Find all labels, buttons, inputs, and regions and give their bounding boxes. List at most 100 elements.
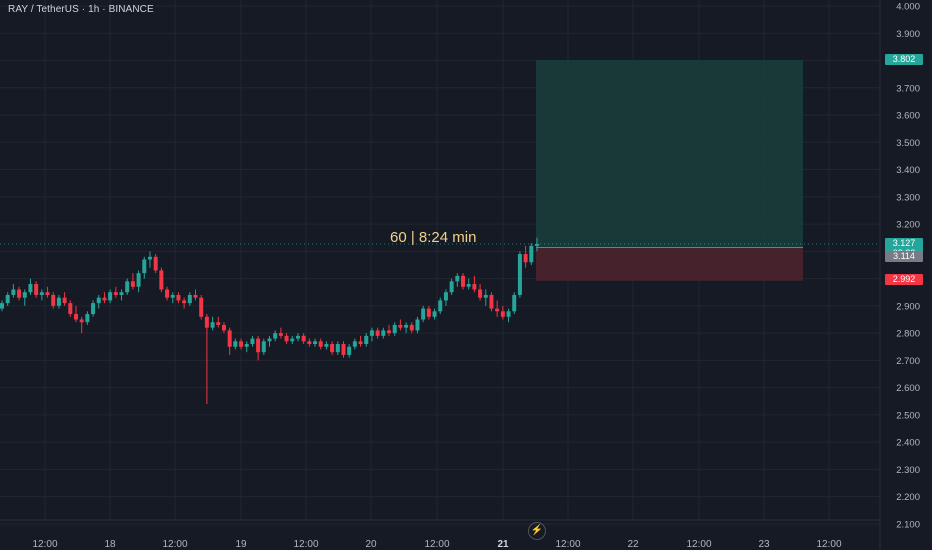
candle-body (216, 322, 221, 325)
candle-body (51, 294, 56, 306)
price-tick-label: 3.500 (896, 138, 920, 149)
price-tick-label: 2.900 (896, 301, 920, 312)
time-tick-label: 12:00 (32, 539, 57, 550)
candle-body (369, 330, 374, 336)
candle-body (187, 294, 192, 304)
candle (250, 335, 255, 347)
candle-body (22, 292, 27, 298)
candle-body (96, 297, 101, 304)
candle-body (273, 333, 278, 339)
candle-body (28, 284, 33, 293)
candle (5, 292, 10, 306)
time-tick-label: 18 (104, 539, 116, 550)
candle-body (5, 294, 10, 304)
candle (102, 292, 107, 304)
candle (204, 314, 209, 404)
candle (449, 278, 454, 295)
candle-body (68, 303, 73, 315)
candle (472, 275, 477, 293)
candle-body (438, 300, 443, 312)
candle (68, 300, 73, 317)
candle (517, 251, 522, 298)
candle (45, 286, 50, 298)
price-tick-label: 3.600 (896, 111, 920, 122)
candle (22, 289, 27, 306)
candle-body (421, 308, 426, 320)
time-axis[interactable]: 12:00 18 12:00 19 12:00 20 12:00 21 12:00 22 12:00… (0, 519, 880, 550)
candle (267, 335, 272, 347)
candle (438, 297, 443, 315)
candle-body (313, 341, 318, 345)
stop-price-tag: 2.992 (885, 274, 923, 285)
price-tick-label: 2.800 (896, 329, 920, 340)
target-price-tag: 3.802 (885, 54, 923, 65)
candle-body (278, 333, 283, 336)
entry-price-tag: 3.114 (885, 251, 923, 262)
time-tick-label: 12:00 (816, 539, 841, 550)
candle (153, 254, 158, 274)
candle (512, 292, 517, 315)
lightning-icon[interactable]: ⚡ (528, 522, 546, 540)
candle (523, 245, 528, 268)
candle-body (250, 338, 255, 345)
candle (381, 327, 386, 339)
price-tick-label: 2.200 (896, 492, 920, 503)
candle (244, 341, 249, 353)
candle-body (73, 314, 78, 320)
candle-body (535, 243, 539, 246)
candle-body (62, 297, 67, 304)
candle (375, 327, 380, 339)
candle-body (307, 341, 312, 345)
candle (39, 289, 44, 301)
candle-body (324, 344, 329, 347)
candle-body (517, 254, 522, 295)
price-tick-label: 3.900 (896, 29, 920, 40)
candle-body (529, 245, 534, 263)
price-tick-label: 2.700 (896, 356, 920, 367)
candle-body (472, 284, 477, 290)
candle (147, 251, 152, 268)
candle-body (387, 330, 392, 334)
candle-body (290, 338, 295, 342)
symbol-title[interactable]: RAY / TetherUS · 1h · BINANCE (8, 4, 154, 15)
candle-body (85, 314, 90, 323)
candle-body (11, 289, 16, 295)
candle (318, 338, 323, 350)
candle-body (210, 322, 215, 328)
loss-zone (536, 247, 803, 281)
candle (176, 292, 181, 304)
candle-body (136, 273, 141, 287)
candle (455, 273, 460, 287)
candle-body (335, 344, 340, 353)
time-tick-label: 12:00 (293, 539, 318, 550)
candle-body (341, 344, 346, 355)
candle-body (165, 289, 170, 298)
candle-body (426, 308, 431, 317)
candle (387, 324, 392, 336)
candle (91, 300, 96, 317)
long-position-tool[interactable] (536, 59, 803, 281)
candle-body (500, 311, 505, 317)
candle-body (523, 254, 528, 263)
candle (369, 327, 374, 342)
time-tick-label: 12:00 (162, 539, 187, 550)
candle (284, 333, 289, 345)
candle-body (256, 338, 261, 353)
candle-body (506, 311, 511, 317)
price-tick-label: 2.100 (896, 519, 920, 530)
candle (278, 327, 283, 339)
candle (290, 335, 295, 345)
candle-body (56, 297, 61, 306)
candle (165, 286, 170, 301)
candle (79, 316, 84, 334)
candle-body (91, 303, 96, 315)
candle-body (455, 275, 460, 282)
candle (56, 294, 61, 309)
candle-body (347, 346, 352, 355)
candle-body (409, 324, 414, 331)
candle (341, 341, 346, 358)
candle (313, 338, 318, 347)
candle (364, 333, 369, 347)
candle-body (204, 316, 209, 328)
